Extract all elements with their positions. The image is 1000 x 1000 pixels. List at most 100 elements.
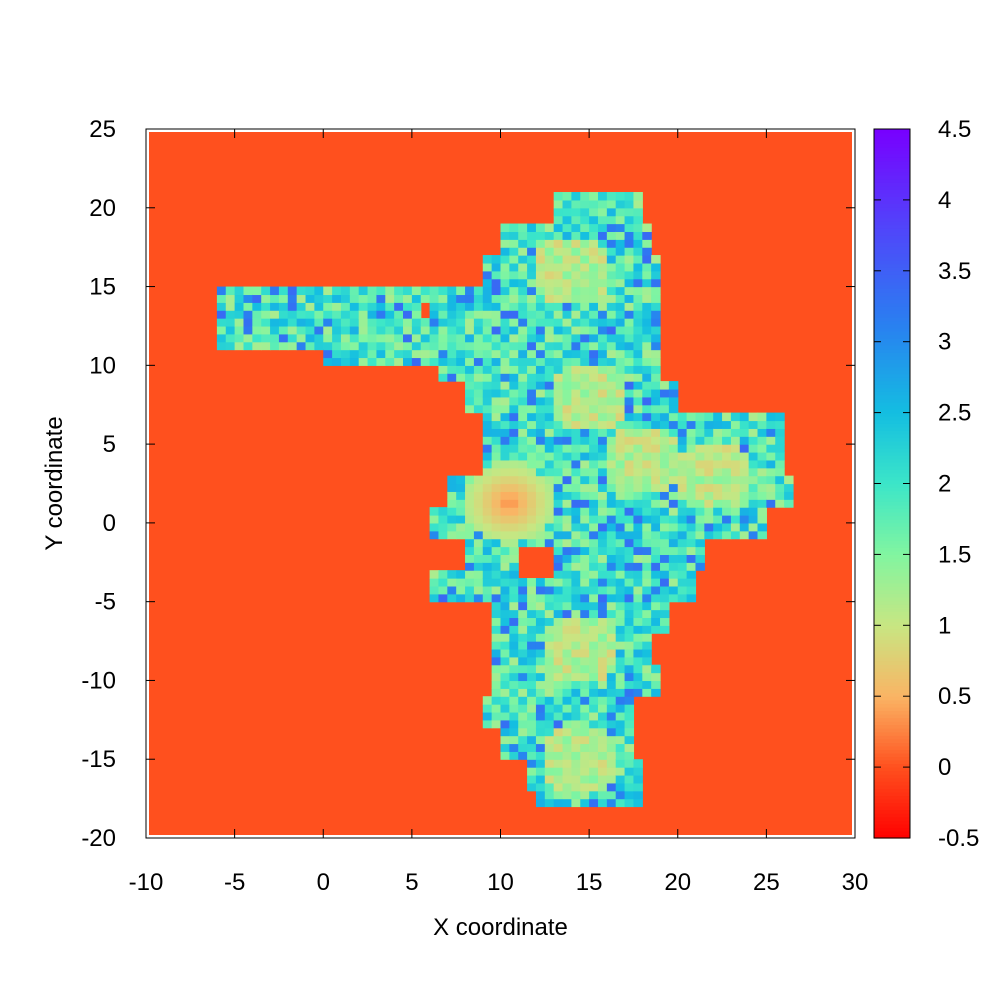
heatmap-cell <box>624 570 635 579</box>
heatmap-cell <box>500 656 510 666</box>
x-tick-label: -10 <box>129 869 164 896</box>
heatmap-cell <box>589 388 599 398</box>
heatmap-cell <box>323 349 333 359</box>
colorbar-segment <box>874 618 910 623</box>
heatmap-cell <box>527 428 537 437</box>
heatmap-cell <box>668 562 679 571</box>
heatmap-cell <box>606 373 617 382</box>
heatmap-cell <box>509 609 519 619</box>
heatmap-cell <box>544 625 555 634</box>
heatmap-cell <box>615 459 626 469</box>
heatmap-cell <box>775 483 785 492</box>
heatmap-cell <box>509 428 519 437</box>
colorbar-tick-label: -0.5 <box>938 825 979 852</box>
heatmap-cell <box>642 664 652 674</box>
heatmap-cell <box>482 310 493 319</box>
heatmap-cell <box>403 325 413 335</box>
heatmap-cell <box>482 286 493 296</box>
heatmap-cell <box>500 459 510 469</box>
heatmap-cell <box>651 507 661 516</box>
heatmap-cell <box>473 483 484 492</box>
heatmap-cell <box>491 404 502 414</box>
heatmap-cell <box>589 767 599 776</box>
colorbar-segment <box>874 518 910 524</box>
heatmap-cell <box>606 341 617 351</box>
heatmap-cell <box>651 444 661 453</box>
heatmap-cell <box>571 593 581 603</box>
heatmap-cell <box>535 617 546 626</box>
heatmap-cell <box>500 530 510 540</box>
heatmap-cell <box>597 262 608 272</box>
y-tick-label: 25 <box>89 116 116 143</box>
heatmap-cell <box>544 759 555 768</box>
heatmap-cell <box>500 585 510 595</box>
heatmap-cell <box>775 499 785 508</box>
heatmap-cell <box>473 404 484 414</box>
heatmap-cell <box>544 388 555 398</box>
heatmap-cell <box>553 759 564 768</box>
heatmap-cell <box>571 727 581 737</box>
heatmap-cell <box>651 617 661 626</box>
heatmap-cell <box>580 782 590 792</box>
heatmap-cell <box>500 751 510 760</box>
heatmap-cell <box>766 412 776 422</box>
heatmap-cell <box>518 231 528 240</box>
heatmap-cell <box>571 790 581 800</box>
heatmap-cell <box>651 325 661 335</box>
heatmap-cell <box>704 444 714 453</box>
heatmap-cell <box>642 546 652 555</box>
heatmap-cell <box>234 286 245 296</box>
heatmap-cell <box>606 286 617 296</box>
heatmap-cell <box>589 310 599 319</box>
heatmap-cell <box>394 325 404 335</box>
heatmap-cell <box>722 483 732 492</box>
heatmap-cell <box>553 483 564 492</box>
heatmap-cell <box>447 585 457 595</box>
heatmap-cell <box>597 593 608 603</box>
heatmap-cell <box>562 680 572 689</box>
heatmap-cell <box>589 444 599 453</box>
heatmap-cell <box>314 333 324 343</box>
heatmap-cell <box>668 420 679 429</box>
heatmap-cell <box>553 278 564 288</box>
heatmap-cell <box>606 743 617 752</box>
heatmap-cell <box>624 491 635 500</box>
heatmap-cell <box>571 475 581 485</box>
heatmap-cell <box>349 333 360 343</box>
heatmap-cell <box>411 286 422 296</box>
heatmap-cell <box>668 507 679 516</box>
heatmap-cell <box>544 790 555 800</box>
heatmap-cell <box>500 641 510 650</box>
heatmap-cell <box>571 223 581 233</box>
heatmap-cell <box>580 483 590 492</box>
heatmap-cell <box>447 499 457 508</box>
colorbar-segment <box>874 834 910 839</box>
heatmap-cell <box>597 396 608 406</box>
heatmap-cell <box>615 735 626 745</box>
heatmap-cell <box>624 199 635 209</box>
heatmap-cell <box>544 641 555 650</box>
heatmap-cell <box>580 617 590 626</box>
heatmap-cell <box>465 404 475 414</box>
heatmap-cell <box>562 570 572 579</box>
heatmap-cell <box>429 333 440 343</box>
heatmap-cell <box>535 286 546 296</box>
heatmap-cell <box>571 782 581 792</box>
heatmap-cell <box>491 318 502 327</box>
heatmap-cell <box>509 530 519 540</box>
heatmap-cell <box>527 239 537 248</box>
heatmap-cell <box>447 373 457 382</box>
colorbar-segment <box>874 479 910 485</box>
heatmap-cell <box>686 436 697 445</box>
heatmap-cell <box>704 499 714 508</box>
heatmap-cell <box>748 530 759 540</box>
heatmap-cell <box>633 483 643 492</box>
heatmap-cell <box>642 325 652 335</box>
colorbar-segment <box>874 270 910 275</box>
heatmap-cell <box>571 444 581 453</box>
heatmap-cell <box>553 215 564 225</box>
heatmap-cell <box>332 286 342 296</box>
heatmap-cell <box>473 302 484 311</box>
heatmap-cell <box>500 491 510 500</box>
heatmap-cell <box>403 333 413 343</box>
